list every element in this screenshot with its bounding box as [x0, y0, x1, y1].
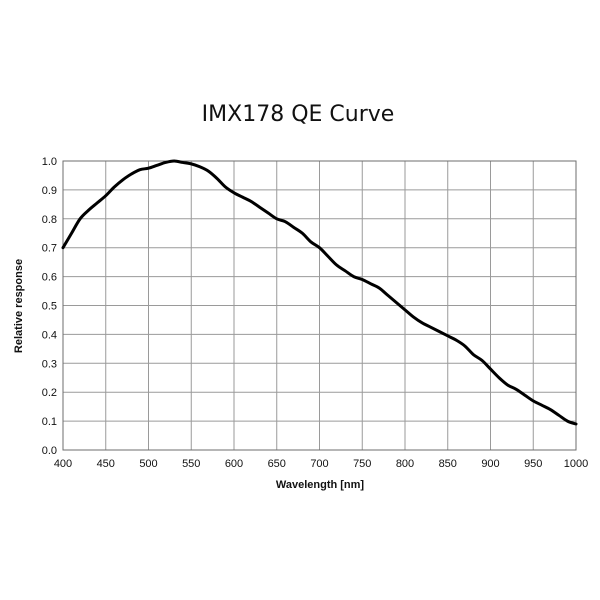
x-tick-label: 500	[139, 458, 157, 470]
y-tick-label: 0.0	[42, 445, 57, 457]
x-tick-label: 550	[182, 458, 200, 470]
x-tick-label: 1000	[564, 458, 588, 470]
x-tick-label: 900	[481, 458, 499, 470]
x-tick-label: 400	[54, 458, 72, 470]
plot-frame	[62, 160, 577, 451]
x-tick-label: 650	[268, 458, 286, 470]
y-tick-label: 0.3	[42, 358, 57, 370]
y-tick-label: 0.4	[42, 329, 57, 341]
x-tick-label: 450	[97, 458, 115, 470]
x-tick-label: 800	[396, 458, 414, 470]
chart-title: IMX178 QE Curve	[202, 102, 395, 127]
x-tick-label: 600	[225, 458, 243, 470]
y-tick-label: 0.2	[42, 387, 57, 399]
x-tick-label: 750	[353, 458, 371, 470]
y-tick-label: 1.0	[42, 156, 57, 168]
y-tick-label: 0.6	[42, 272, 57, 284]
series-line	[61, 159, 578, 426]
y-tick-label: 0.5	[42, 301, 57, 313]
grid	[62, 160, 577, 451]
x-tick-label: 950	[524, 458, 542, 470]
y-tick-label: 0.9	[42, 185, 57, 197]
x-tick-label: 700	[310, 458, 328, 470]
y-tick-label: 0.8	[42, 214, 57, 226]
y-tick-label: 0.1	[42, 416, 57, 428]
y-axis-ticks: 0.0 0.1 0.2 0.3 0.4 0.5 0.6 0.7 0.8 0.9 1.0	[42, 156, 57, 457]
x-tick-label: 850	[439, 458, 457, 470]
x-axis-ticks: 400 450 500 550 600 650 700 750 800 850 900 950 1000	[54, 458, 588, 470]
x-axis-label: Wavelength [nm]	[276, 479, 365, 491]
y-axis-label: Relative response	[13, 259, 25, 353]
y-tick-label: 0.7	[42, 243, 57, 255]
